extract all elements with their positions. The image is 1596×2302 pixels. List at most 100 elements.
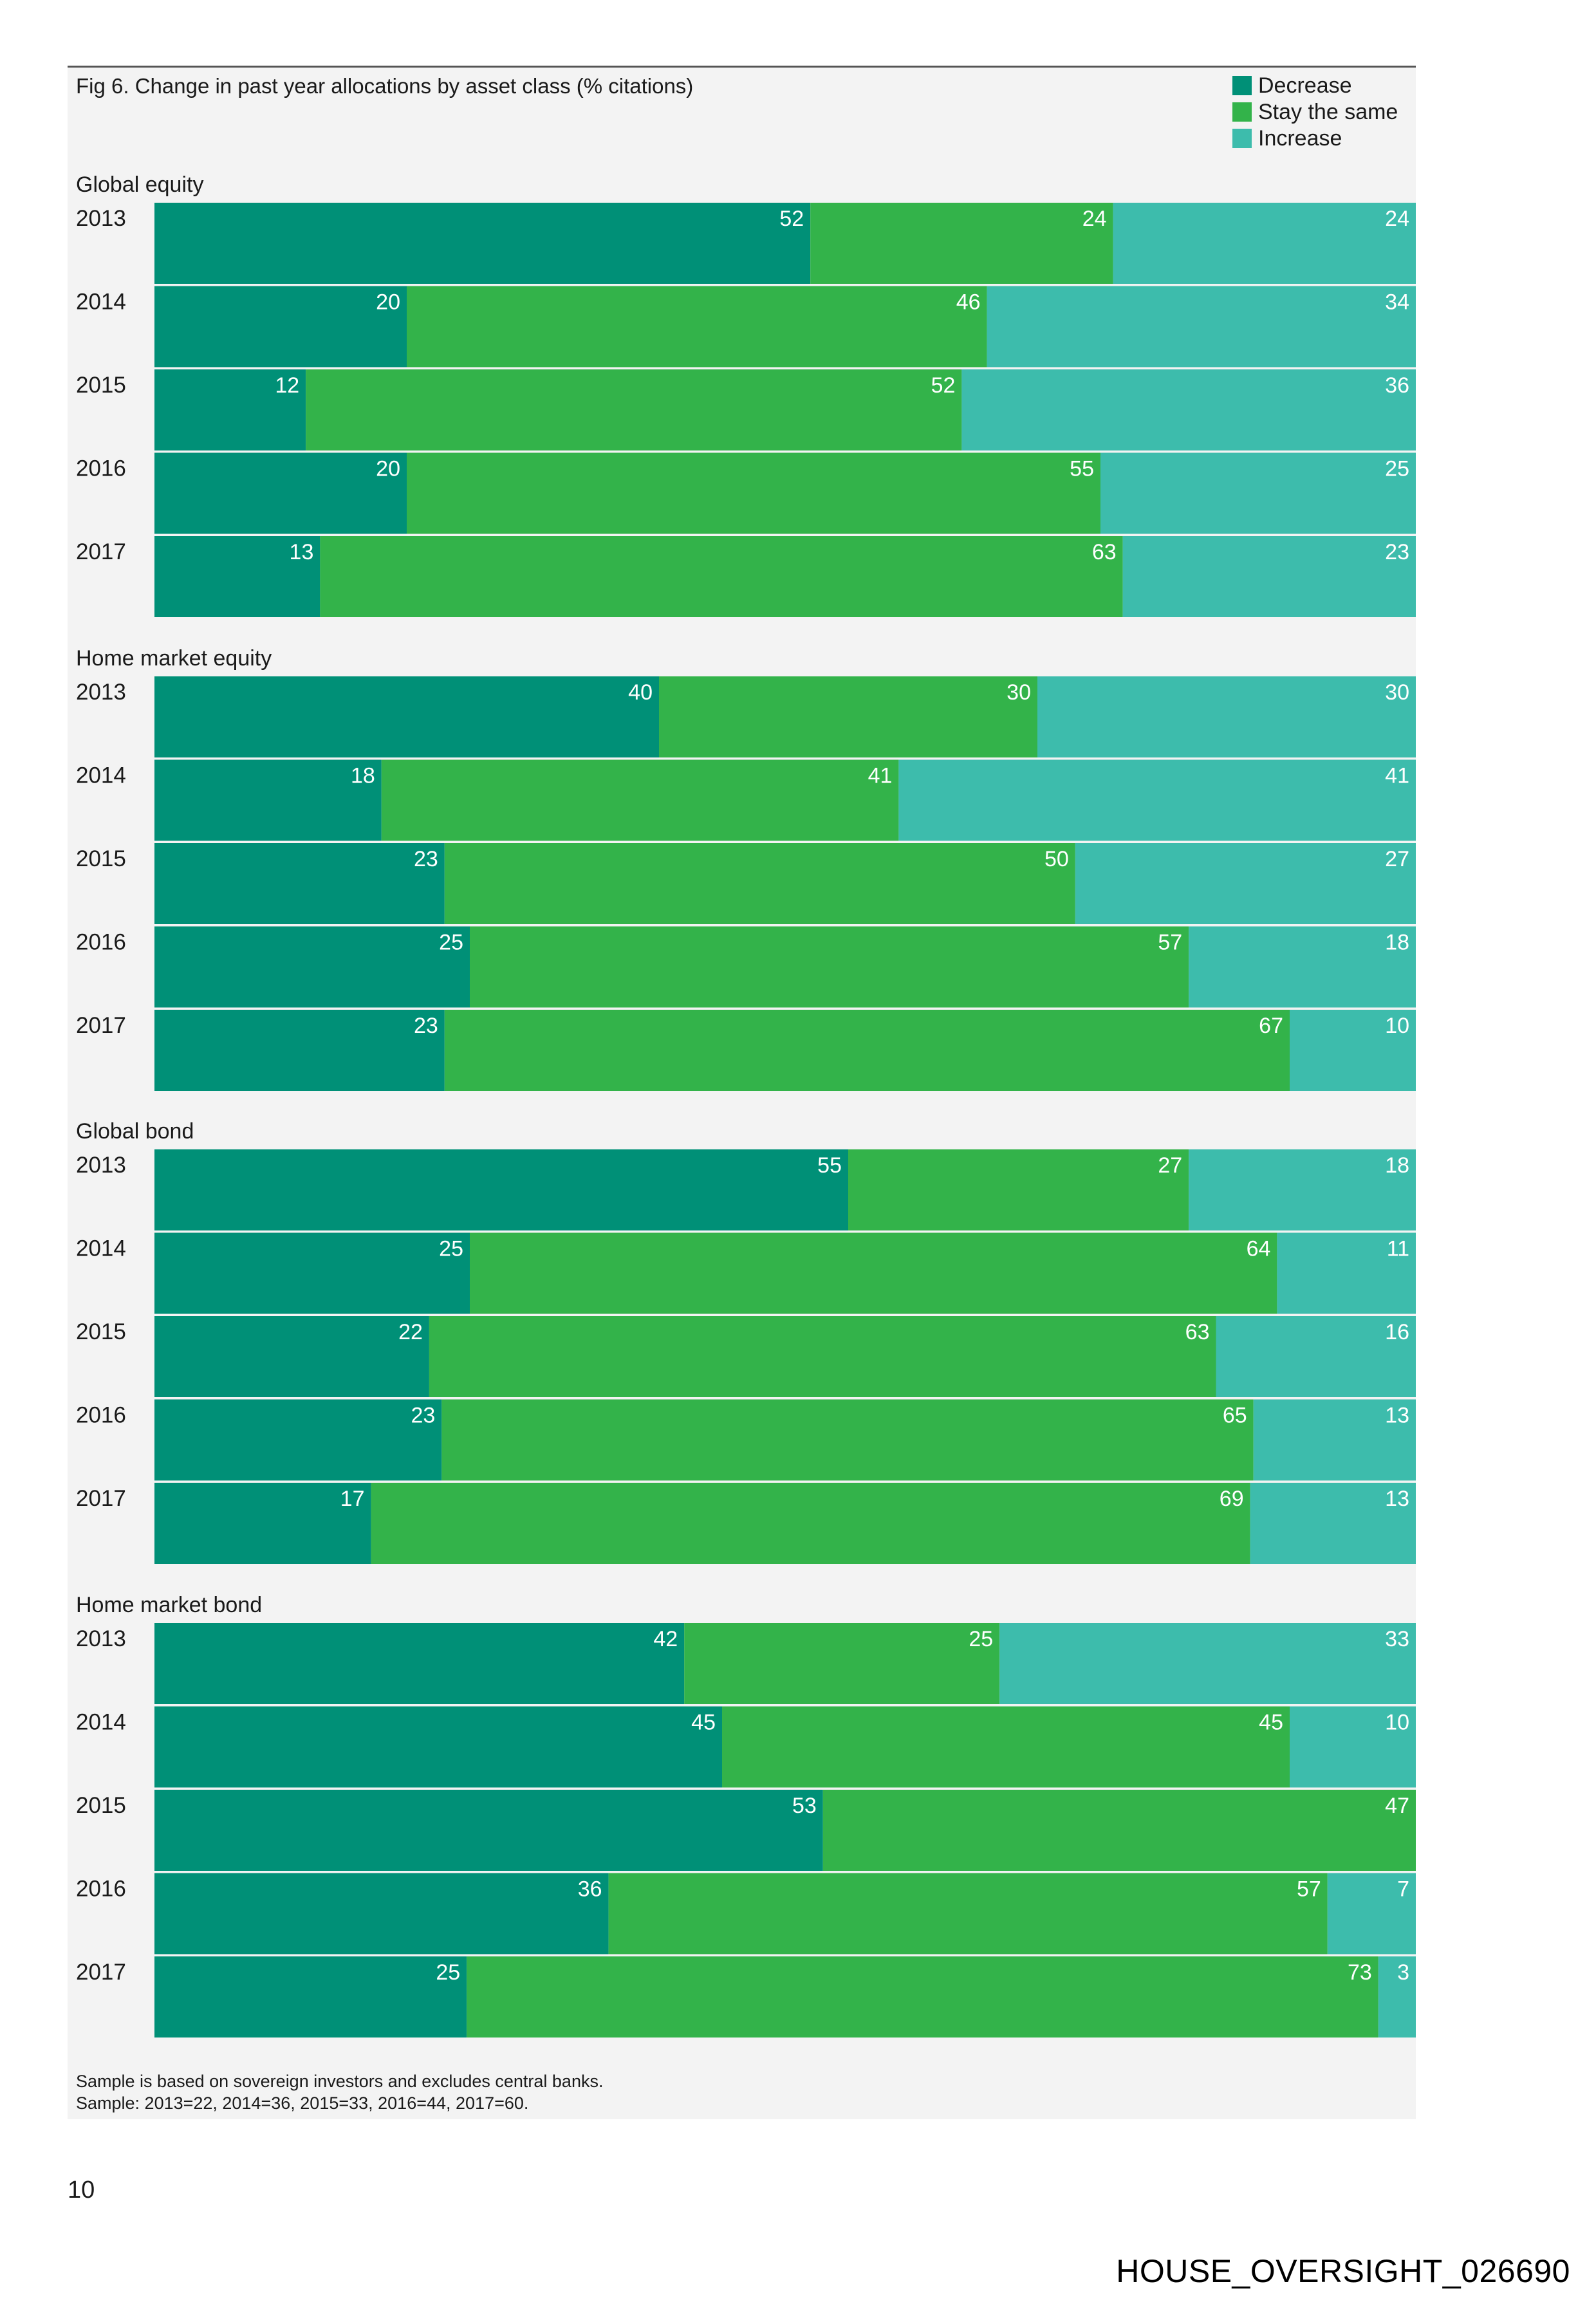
data-label: 25 (436, 1960, 460, 1985)
data-label: 27 (1385, 847, 1409, 871)
data-label: 24 (1082, 207, 1107, 231)
bar-segment (1122, 536, 1416, 617)
data-label: 45 (691, 1711, 716, 1735)
data-label: 50 (1044, 847, 1069, 871)
bar-group: Home market equity 2013 40 30 30 2014 18 41 41 20… (76, 646, 1416, 1091)
bar-segment (407, 452, 1100, 534)
data-label: 52 (931, 373, 956, 398)
bar-segment (1290, 1706, 1416, 1788)
data-label: 36 (1385, 373, 1409, 398)
bar-segment (1253, 1399, 1416, 1481)
bar-segment (722, 1706, 1290, 1788)
bar-segment (659, 676, 1037, 757)
data-label: 57 (1297, 1877, 1321, 1902)
data-label: 18 (1385, 1153, 1409, 1178)
legend-swatch (1232, 129, 1252, 148)
data-label: 34 (1385, 290, 1409, 315)
data-label: 42 (653, 1627, 678, 1651)
year-label: 2013 (76, 1153, 126, 1178)
data-label: 11 (1387, 1237, 1409, 1261)
year-label: 2017 (76, 1486, 126, 1511)
data-label: 33 (1385, 1627, 1409, 1651)
bar-segment (1216, 1316, 1416, 1397)
year-label: 2013 (76, 206, 126, 231)
year-label: 2014 (76, 290, 126, 315)
year-label: 2016 (76, 1403, 126, 1428)
bar-segment (154, 286, 407, 367)
bar-segment (1327, 1873, 1416, 1954)
bar-segment (320, 536, 1123, 617)
bar-segment (684, 1623, 1000, 1704)
bar-segment (154, 1399, 442, 1481)
data-label: 10 (1385, 1014, 1409, 1038)
bar-segment (154, 452, 407, 534)
data-label: 23 (1385, 540, 1409, 564)
data-label: 17 (340, 1487, 365, 1511)
data-label: 18 (351, 764, 375, 788)
bar-segment (154, 759, 382, 841)
data-label: 46 (956, 290, 981, 315)
year-label: 2013 (76, 1626, 126, 1651)
bar-segment (470, 926, 1189, 1008)
data-label: 25 (969, 1627, 993, 1651)
year-label: 2015 (76, 373, 126, 398)
bar-segment (1113, 203, 1416, 284)
group-title: Global equity (76, 172, 203, 197)
bar-segment (154, 1706, 722, 1788)
data-label: 55 (817, 1153, 842, 1178)
year-label: 2016 (76, 930, 126, 955)
bar-segment (154, 369, 306, 450)
data-label: 13 (1385, 1487, 1409, 1511)
bar-segment (381, 759, 899, 841)
year-label: 2016 (76, 456, 126, 481)
bar-segment (1075, 843, 1416, 924)
bar-segment (154, 1483, 371, 1564)
bar-segment (429, 1316, 1216, 1397)
bar-segment (154, 1956, 467, 2037)
group-title: Global bond (76, 1119, 194, 1144)
data-label: 45 (1259, 1711, 1283, 1735)
legend-swatch (1232, 76, 1252, 95)
bar-group: Global bond 2013 55 27 18 2014 25 64 11 2015 22 63 1… (76, 1119, 1416, 1564)
data-label: 30 (1007, 680, 1031, 705)
year-label: 2015 (76, 1793, 126, 1818)
bar-segment (470, 1232, 1277, 1314)
data-label: 53 (792, 1794, 817, 1818)
data-label: 25 (439, 1237, 463, 1261)
data-label: 16 (1385, 1320, 1409, 1344)
year-label: 2014 (76, 1236, 126, 1261)
bar-segment (608, 1873, 1328, 1954)
data-label: 67 (1259, 1014, 1283, 1038)
bar-segment (822, 1790, 1416, 1871)
group-title: Home market equity (76, 646, 272, 671)
legend-swatch (1232, 102, 1252, 122)
legend-label: Decrease (1258, 73, 1352, 98)
bar-segment (154, 536, 320, 617)
bar-segment (154, 1790, 823, 1871)
group-title: Home market bond (76, 1593, 262, 1617)
data-label: 20 (376, 457, 400, 481)
data-label: 30 (1385, 680, 1409, 705)
year-label: 2014 (76, 763, 126, 788)
data-label: 13 (290, 540, 314, 564)
chart-note: Sample is based on sovereign investors a… (76, 2072, 603, 2091)
bar-segment (154, 1232, 470, 1314)
bar-segment (1378, 1956, 1416, 2037)
data-label: 57 (1158, 931, 1182, 955)
bar-segment (441, 1399, 1254, 1481)
data-label: 36 (578, 1877, 602, 1902)
data-label: 12 (275, 373, 299, 398)
bar-segment (154, 676, 659, 757)
data-label: 64 (1247, 1237, 1271, 1261)
data-label: 52 (779, 207, 804, 231)
bar-segment (1189, 1149, 1416, 1230)
chart-note: Sample: 2013=22, 2014=36, 2015=33, 2016=… (76, 2093, 528, 2113)
year-label: 2016 (76, 1877, 126, 1902)
bar-segment (154, 1873, 609, 1954)
bar-segment (987, 286, 1416, 367)
year-label: 2013 (76, 680, 126, 705)
bar-segment (1189, 926, 1416, 1008)
bar-segment (810, 203, 1113, 284)
year-label: 2015 (76, 1319, 126, 1344)
data-label: 23 (411, 1404, 436, 1428)
